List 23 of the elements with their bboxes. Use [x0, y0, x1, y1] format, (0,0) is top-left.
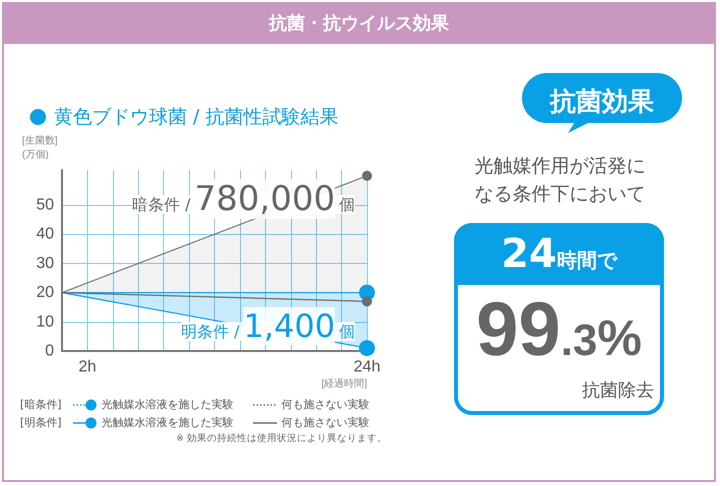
text: 光触媒作用が活発になる条件下において	[474, 154, 646, 207]
x-tick-label: 24h	[354, 358, 380, 376]
chart-subtitle: 黄色ブドウ球菌 / 抗菌性試験結果	[54, 105, 338, 130]
chart-title: 抗菌・抗ウイルス効果	[4, 4, 714, 44]
legend-label: 何も施さない実験	[282, 415, 370, 430]
legend-label: 光触媒水溶液を施した実験	[102, 415, 234, 430]
y-tick-label: 20	[36, 284, 54, 302]
y-tick-label: 40	[36, 226, 54, 243]
text: ※ 効果の持続性は使用状況により異なります。	[176, 432, 387, 445]
legend-label: 何も施さない実験	[282, 397, 370, 412]
y-tick-label: 0	[45, 342, 54, 360]
text: 99.3%	[476, 287, 642, 372]
y-tick-label: 30	[36, 254, 54, 272]
text: [暗条件]	[20, 397, 62, 412]
text: [明条件]	[20, 415, 62, 430]
text: 24時間で	[501, 231, 617, 277]
x-axis-title: [経過時間]	[321, 378, 368, 390]
legend-label: 光触媒水溶液を施した実験	[102, 397, 234, 412]
text: 抗菌除去	[581, 379, 654, 402]
y-axis-title: [生菌数] (万個)	[22, 134, 58, 160]
x-tick-label: 2h	[78, 358, 96, 376]
y-tick-label: 50	[36, 196, 54, 214]
y-tick-label: 10	[36, 313, 54, 330]
